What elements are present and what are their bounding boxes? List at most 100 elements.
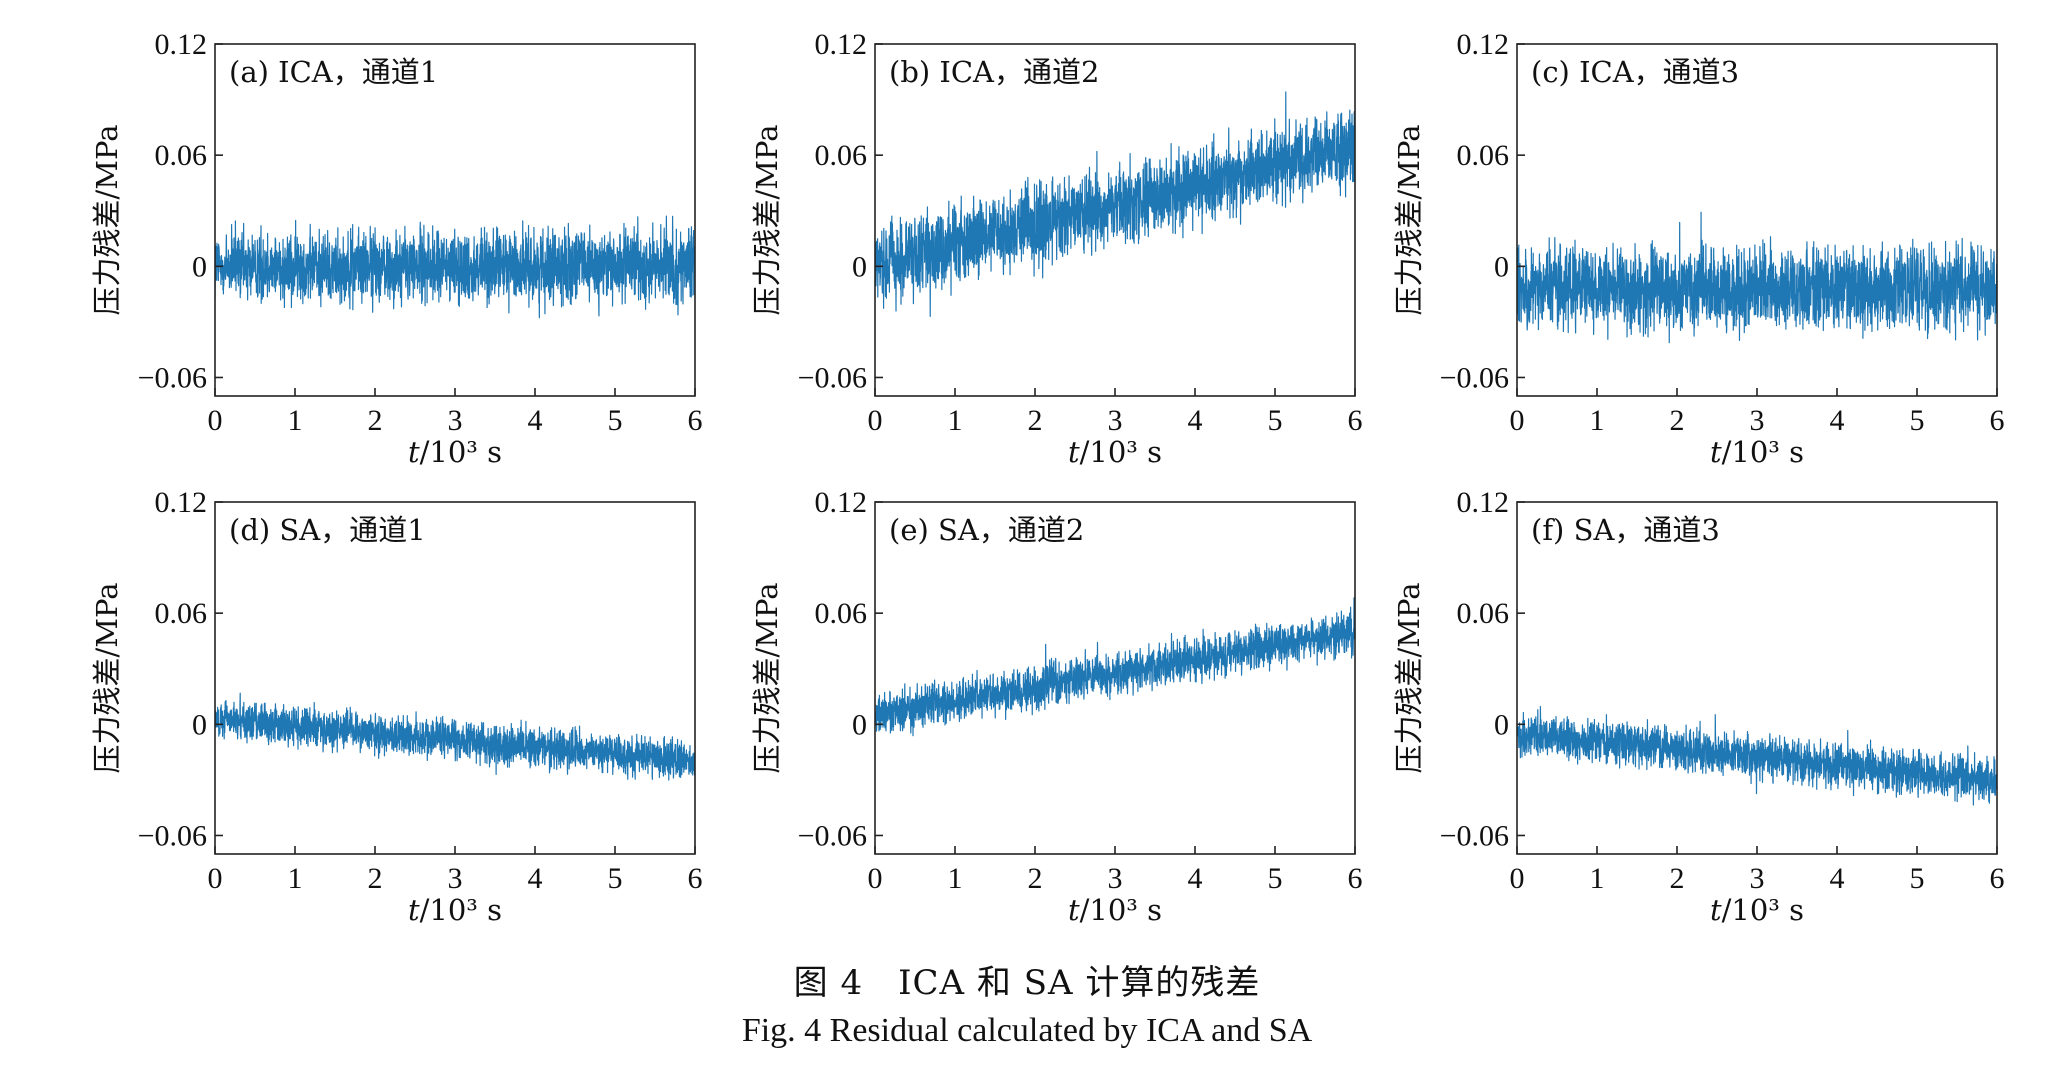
- residual-trace: [1517, 211, 1997, 344]
- y-axis-label: 压力残差/MPa: [750, 583, 784, 774]
- x-tick-label: 6: [1348, 404, 1363, 437]
- x-axis-variable: t: [1710, 893, 1722, 927]
- x-tick-label: 3: [1750, 862, 1765, 895]
- x-axis-variable: t: [1068, 435, 1080, 469]
- y-tick-label: 0: [192, 708, 207, 741]
- x-tick-label: 2: [368, 862, 383, 895]
- x-tick-label: 1: [288, 404, 303, 437]
- plot-frame: [1516, 501, 1998, 855]
- y-tick-label: 0.12: [155, 486, 208, 519]
- y-tick-label: 0.12: [1457, 28, 1510, 61]
- y-axis-label: 压力残差/MPa: [90, 125, 124, 316]
- plot-frame: [214, 43, 696, 397]
- panel-label: (c) ICA，通道3: [1531, 55, 1739, 89]
- x-tick-label: 4: [1188, 404, 1203, 437]
- x-tick-label: 6: [688, 404, 703, 437]
- caption-chinese: 图 4 ICA 和 SA 计算的残差: [793, 963, 1261, 1003]
- panel-label: (d) SA，通道1: [229, 513, 426, 547]
- x-tick-label: 5: [1910, 404, 1925, 437]
- y-tick-label: 0.12: [815, 28, 868, 61]
- x-tick-label: 2: [368, 404, 383, 437]
- panel-label: (b) ICA，通道2: [889, 55, 1099, 89]
- x-axis-variable: t: [1710, 435, 1722, 469]
- x-axis-variable: t: [1068, 893, 1080, 927]
- plot-frame: [214, 501, 696, 855]
- y-tick-label: 0.12: [1457, 486, 1510, 519]
- panel-label: (e) SA，通道2: [889, 513, 1084, 547]
- x-axis-variable: t: [408, 893, 420, 927]
- x-axis-unit: /10³ s: [420, 435, 502, 469]
- caption-english: Fig. 4 Residual calculated by ICA and SA: [741, 1012, 1313, 1049]
- plot-frame: [1516, 43, 1998, 397]
- x-tick-label: 3: [1108, 404, 1123, 437]
- x-tick-label: 4: [1188, 862, 1203, 895]
- x-tick-label: 6: [688, 862, 703, 895]
- y-tick-label: −0.06: [798, 819, 867, 852]
- x-tick-label: 4: [528, 862, 543, 895]
- x-tick-label: 6: [1990, 862, 2005, 895]
- y-tick-label: 0.06: [815, 597, 868, 630]
- y-tick-label: 0.06: [155, 139, 208, 172]
- x-tick-label: 5: [608, 404, 623, 437]
- x-tick-label: 3: [1108, 862, 1123, 895]
- x-tick-label: 2: [1670, 404, 1685, 437]
- y-tick-label: −0.06: [138, 819, 207, 852]
- y-tick-label: 0: [852, 250, 867, 283]
- x-tick-label: 1: [948, 862, 963, 895]
- residual-trace: [875, 597, 1355, 737]
- x-tick-label: 6: [1990, 404, 2005, 437]
- x-axis-label: t/10³ s: [1710, 435, 1804, 469]
- y-tick-label: −0.06: [798, 361, 867, 394]
- x-tick-label: 6: [1348, 862, 1363, 895]
- x-axis-unit: /10³ s: [1722, 435, 1804, 469]
- y-tick-label: 0.06: [155, 597, 208, 630]
- x-tick-label: 0: [208, 404, 223, 437]
- x-axis-label: t/10³ s: [1068, 893, 1162, 927]
- x-tick-label: 5: [1910, 862, 1925, 895]
- residual-trace: [1517, 705, 1997, 806]
- y-tick-label: 0.06: [1457, 139, 1510, 172]
- y-tick-label: 0.06: [815, 139, 868, 172]
- y-tick-label: 0: [192, 250, 207, 283]
- x-tick-label: 0: [208, 862, 223, 895]
- x-axis-unit: /10³ s: [1080, 435, 1162, 469]
- x-axis-label: t/10³ s: [1710, 893, 1804, 927]
- panel-label: (a) ICA，通道1: [229, 55, 438, 89]
- y-tick-label: −0.06: [1440, 819, 1509, 852]
- y-axis-label: 压力残差/MPa: [750, 125, 784, 316]
- x-tick-label: 2: [1028, 404, 1043, 437]
- x-tick-label: 3: [448, 404, 463, 437]
- x-tick-label: 4: [1830, 862, 1845, 895]
- x-tick-label: 5: [608, 862, 623, 895]
- y-axis-label: 压力残差/MPa: [1392, 125, 1426, 316]
- x-axis-unit: /10³ s: [1080, 893, 1162, 927]
- y-tick-label: 0: [852, 708, 867, 741]
- x-tick-label: 3: [448, 862, 463, 895]
- x-tick-label: 1: [948, 404, 963, 437]
- x-tick-label: 2: [1028, 862, 1043, 895]
- x-axis-variable: t: [408, 435, 420, 469]
- x-tick-label: 5: [1268, 404, 1283, 437]
- y-axis-label: 压力残差/MPa: [90, 583, 124, 774]
- y-tick-label: 0.06: [1457, 597, 1510, 630]
- x-axis-unit: /10³ s: [420, 893, 502, 927]
- y-tick-label: 0.12: [155, 28, 208, 61]
- x-tick-label: 2: [1670, 862, 1685, 895]
- x-axis-unit: /10³ s: [1722, 893, 1804, 927]
- x-tick-label: 0: [1510, 862, 1525, 895]
- y-axis-label: 压力残差/MPa: [1392, 583, 1426, 774]
- x-tick-label: 4: [1830, 404, 1845, 437]
- x-tick-label: 1: [1590, 862, 1605, 895]
- y-tick-label: −0.06: [1440, 361, 1509, 394]
- y-tick-label: 0: [1494, 708, 1509, 741]
- residual-trace: [875, 91, 1355, 317]
- x-tick-label: 0: [868, 862, 883, 895]
- panel-label: (f) SA，通道3: [1531, 513, 1720, 547]
- x-tick-label: 1: [288, 862, 303, 895]
